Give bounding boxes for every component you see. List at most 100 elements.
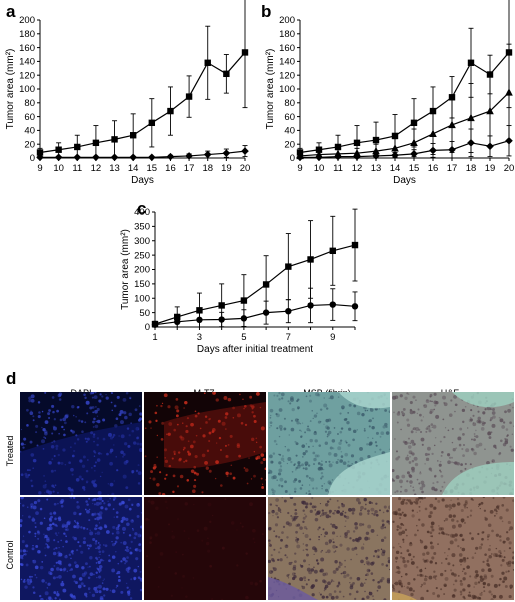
panel-label-d: d bbox=[6, 369, 17, 388]
series-diamond bbox=[296, 125, 513, 162]
data-point bbox=[74, 143, 81, 151]
y-tick-label: 200 bbox=[19, 15, 35, 26]
x-tick-label: 10 bbox=[53, 163, 64, 174]
data-point bbox=[351, 303, 359, 310]
series-line bbox=[154, 244, 356, 325]
y-tick-label: 180 bbox=[19, 29, 35, 40]
data-point bbox=[110, 153, 119, 162]
data-point bbox=[241, 49, 249, 56]
data-point bbox=[486, 106, 494, 115]
data-point bbox=[203, 150, 212, 159]
y-tick-label: 250 bbox=[134, 250, 150, 261]
x-tick-label: 12 bbox=[352, 163, 363, 174]
y-tick-label: 80 bbox=[284, 98, 295, 109]
micrograph-msb-treated bbox=[268, 392, 390, 495]
data-point bbox=[285, 307, 292, 315]
micrograph-image bbox=[392, 497, 514, 600]
y-tick-label: 0 bbox=[290, 153, 295, 164]
panel-label-c: c bbox=[137, 199, 147, 218]
micrograph-image bbox=[268, 392, 390, 495]
x-tick-label: 16 bbox=[428, 163, 439, 174]
series-square bbox=[36, 0, 249, 159]
data-point bbox=[372, 152, 380, 160]
data-point bbox=[429, 129, 437, 138]
x-tick-label: 12 bbox=[91, 163, 102, 174]
data-point bbox=[351, 241, 359, 249]
data-point bbox=[218, 316, 225, 323]
data-point bbox=[185, 152, 193, 160]
data-point bbox=[353, 148, 361, 157]
data-point bbox=[410, 119, 418, 127]
x-tick-label: 9 bbox=[37, 163, 42, 174]
x-tick-label: 7 bbox=[286, 332, 291, 343]
data-point bbox=[218, 302, 225, 309]
series-square bbox=[151, 208, 359, 328]
micrograph-he-treated bbox=[392, 392, 514, 495]
row-label-control: Control bbox=[5, 540, 15, 570]
x-tick-label: 5 bbox=[241, 332, 246, 343]
y-tick-label: 20 bbox=[24, 139, 35, 150]
data-point bbox=[262, 309, 270, 316]
x-tick-label: 11 bbox=[333, 163, 343, 174]
data-point bbox=[372, 136, 380, 144]
data-point bbox=[486, 71, 494, 78]
data-point bbox=[505, 136, 513, 145]
series-triangle bbox=[296, 43, 513, 160]
x-tick-label: 15 bbox=[147, 163, 158, 174]
y-axis-label: Tumor area (mm²) bbox=[265, 49, 276, 130]
row-label-treated: Treated bbox=[5, 435, 15, 467]
x-axis-label: Days bbox=[393, 175, 416, 186]
y-tick-label: 350 bbox=[134, 222, 150, 233]
x-tick-label: 18 bbox=[466, 163, 477, 174]
x-tick-label: 13 bbox=[371, 163, 382, 174]
data-point bbox=[334, 152, 342, 161]
y-tick-label: 100 bbox=[134, 293, 150, 304]
data-point bbox=[36, 153, 44, 162]
data-point bbox=[391, 132, 399, 140]
micrograph-image bbox=[144, 392, 266, 495]
x-tick-label: 18 bbox=[202, 163, 213, 174]
x-tick-label: 20 bbox=[504, 163, 515, 174]
data-point bbox=[329, 301, 336, 308]
data-point bbox=[196, 316, 203, 324]
y-tick-label: 40 bbox=[284, 126, 295, 137]
y-tick-label: 40 bbox=[24, 126, 35, 137]
y-axis-label: Tumor area (mm²) bbox=[120, 229, 131, 310]
data-point bbox=[240, 315, 248, 322]
chart-c: 0 50 100 150 200 250 300 350 400 1 3 5 7 9 Days after … bbox=[120, 207, 359, 355]
x-tick-label: 9 bbox=[297, 163, 302, 174]
y-tick-label: 20 bbox=[284, 139, 295, 150]
series-line bbox=[299, 52, 510, 154]
data-point bbox=[241, 147, 249, 155]
y-tick-label: 300 bbox=[134, 236, 150, 247]
y-tick-label: 140 bbox=[19, 57, 35, 68]
y-tick-label: 100 bbox=[19, 84, 35, 95]
data-point bbox=[486, 142, 494, 151]
data-point bbox=[129, 132, 137, 139]
y-tick-label: 140 bbox=[279, 57, 295, 68]
data-point bbox=[166, 152, 175, 161]
data-point bbox=[315, 146, 323, 153]
data-point bbox=[148, 153, 156, 162]
data-point bbox=[111, 136, 118, 143]
data-point bbox=[174, 318, 181, 326]
data-point bbox=[505, 88, 513, 96]
data-point bbox=[410, 150, 418, 158]
y-tick-label: 160 bbox=[279, 43, 295, 54]
data-point bbox=[151, 321, 159, 328]
data-point bbox=[391, 144, 399, 152]
x-tick-label: 17 bbox=[447, 163, 458, 174]
x-axis-label: Days after initial treatment bbox=[197, 344, 313, 355]
x-tick-label: 19 bbox=[221, 163, 232, 174]
y-tick-label: 80 bbox=[24, 98, 35, 109]
data-point bbox=[148, 119, 156, 127]
data-point bbox=[353, 152, 361, 161]
series-line bbox=[154, 303, 356, 326]
data-point bbox=[334, 143, 342, 151]
panel-label-a: a bbox=[6, 2, 16, 21]
x-tick-label: 14 bbox=[390, 163, 401, 174]
data-point bbox=[467, 139, 475, 147]
x-tick-label: 1 bbox=[152, 332, 157, 343]
data-point bbox=[167, 107, 174, 115]
data-point bbox=[307, 302, 314, 309]
